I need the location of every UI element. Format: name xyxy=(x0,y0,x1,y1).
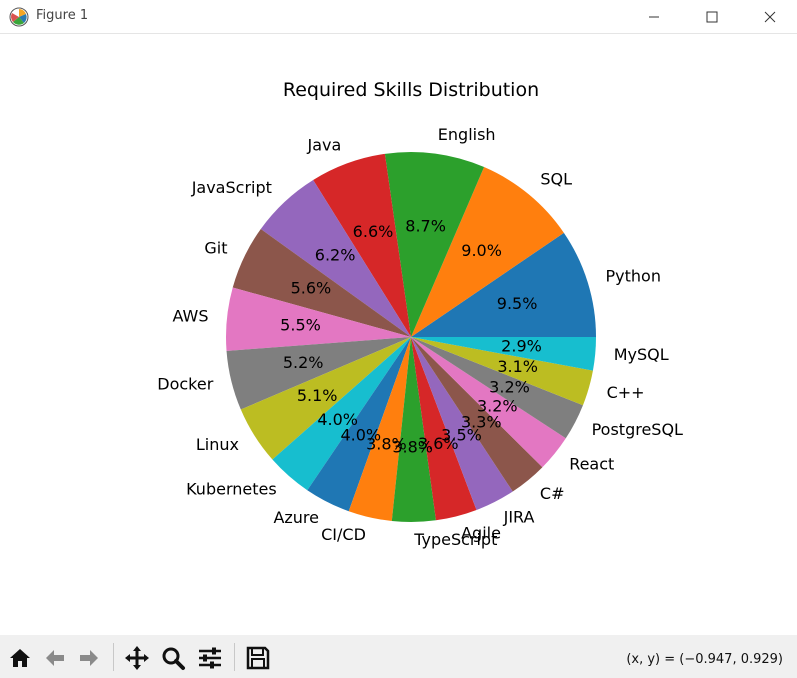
pie-slice xyxy=(226,287,411,351)
percentage-label: 3.2% xyxy=(489,378,530,397)
percentage-label: 3.5% xyxy=(441,425,482,444)
toolbar-separator xyxy=(234,643,235,671)
cursor-coordinates: (x, y) = (−0.947, 0.929) xyxy=(626,652,783,667)
slice-label: TypeScript xyxy=(413,530,497,549)
home-icon xyxy=(10,649,30,667)
home-button[interactable] xyxy=(7,645,33,671)
pie-slice xyxy=(226,337,411,410)
percentage-label: 3.3% xyxy=(461,412,502,431)
close-icon xyxy=(764,11,776,23)
percentage-label: 3.8% xyxy=(366,435,407,454)
percentage-label: 5.1% xyxy=(297,386,338,405)
slice-label: C# xyxy=(540,484,565,503)
pie-chart: Required Skills Distribution Python SQL En… xyxy=(157,79,683,549)
percentage-labels: 9.5% 9.0% 8.7% 6.6% 6.2% 5.6% 5.5% 5.2% 5.1% 4.0%… xyxy=(280,217,542,457)
percentage-label: 2.9% xyxy=(501,337,542,356)
percentage-label: 3.8% xyxy=(392,438,433,457)
pie-slice xyxy=(411,337,596,371)
percentage-label: 5.5% xyxy=(280,316,321,335)
toolbar-separator xyxy=(113,643,114,671)
slice-label: Docker xyxy=(157,375,213,394)
back-icon xyxy=(46,650,64,666)
slice-label: JavaScript xyxy=(191,178,272,197)
forward-icon xyxy=(80,650,98,666)
percentage-label: 9.0% xyxy=(461,241,502,260)
percentage-label: 6.6% xyxy=(353,222,394,241)
pie-slice xyxy=(411,337,543,492)
slice-label: Python xyxy=(606,267,661,286)
pie-slice xyxy=(411,337,566,468)
maximize-button[interactable] xyxy=(683,0,741,34)
close-button[interactable] xyxy=(741,0,797,34)
slice-label: CI/CD xyxy=(321,525,366,544)
zoom-button[interactable] xyxy=(160,645,186,671)
back-button[interactable] xyxy=(42,645,68,671)
slice-label: Kubernetes xyxy=(186,479,277,498)
pie-slice xyxy=(411,337,593,406)
forward-button[interactable] xyxy=(76,645,102,671)
slice-label: SQL xyxy=(540,170,572,189)
slice-label: Azure xyxy=(273,508,319,527)
percentage-label: 6.2% xyxy=(315,246,356,265)
chart-title: Required Skills Distribution xyxy=(283,79,539,101)
pie-slice xyxy=(313,153,411,337)
slice-labels: Python SQL English Java JavaScript Git AWS Dock… xyxy=(157,125,683,549)
zoom-icon xyxy=(162,647,185,670)
slice-label: React xyxy=(569,455,614,474)
slice-label: AWS xyxy=(172,307,208,326)
figure-canvas[interactable]: Required Skills Distribution Python SQL En… xyxy=(0,35,797,635)
save-icon xyxy=(246,646,270,670)
save-button[interactable] xyxy=(245,645,271,671)
pan-icon xyxy=(125,646,149,670)
minimize-button[interactable] xyxy=(625,0,683,34)
minimize-icon xyxy=(649,16,659,18)
slice-label: Git xyxy=(204,239,227,258)
pie-slice xyxy=(240,337,411,460)
slice-label: Java xyxy=(307,135,342,154)
pie-slice xyxy=(260,179,411,337)
pie-slice xyxy=(411,232,596,337)
pie-slice xyxy=(391,337,436,522)
slice-label: Linux xyxy=(196,435,239,454)
maximize-icon xyxy=(706,11,718,23)
slice-label: English xyxy=(438,125,496,144)
percentage-label: 4.0% xyxy=(317,410,358,429)
pie-slice xyxy=(232,229,411,337)
configure-subplots-icon xyxy=(199,647,221,669)
configure-subplots-button[interactable] xyxy=(197,645,223,671)
matplotlib-app-icon xyxy=(9,7,29,27)
percentage-label: 5.6% xyxy=(291,279,332,298)
percentage-label: 9.5% xyxy=(497,294,538,313)
pie-slice xyxy=(348,337,411,521)
percentage-label: 3.1% xyxy=(497,357,538,376)
percentage-label: 3.2% xyxy=(477,396,518,415)
pie-slice xyxy=(411,337,583,439)
pie-slices xyxy=(226,151,596,522)
pie-slice xyxy=(272,337,411,491)
pie-slice xyxy=(411,167,564,337)
percentage-label: 3.6% xyxy=(418,434,459,453)
slice-label: PostgreSQL xyxy=(592,420,683,439)
percentage-label: 8.7% xyxy=(405,217,446,236)
percentage-label: 4.0% xyxy=(340,426,381,445)
percentage-label: 5.2% xyxy=(283,353,324,372)
pie-slice xyxy=(384,151,485,337)
slice-label: C++ xyxy=(607,383,645,402)
window-titlebar: Figure 1 xyxy=(0,0,797,34)
pie-slice xyxy=(411,337,477,521)
slice-label: Agile xyxy=(461,524,501,543)
window-title: Figure 1 xyxy=(36,8,89,23)
slice-label: JIRA xyxy=(503,508,535,527)
navigation-toolbar: (x, y) = (−0.947, 0.929) xyxy=(0,635,797,678)
pie-slice xyxy=(411,337,513,511)
slice-label: MySQL xyxy=(614,345,669,364)
pan-button[interactable] xyxy=(124,645,150,671)
pie-slice xyxy=(307,337,411,512)
